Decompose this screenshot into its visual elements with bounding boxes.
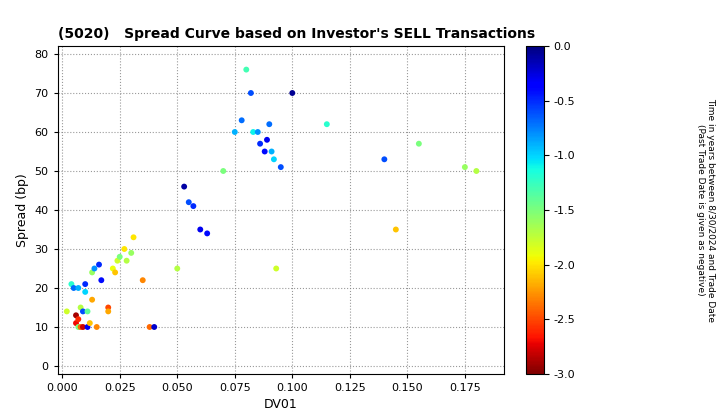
Point (202, 230, 213, 237)
Point (245, 89, 256, 96)
Point (236, 117, 248, 123)
Point (73, 285, 84, 291)
Point (287, 89, 298, 96)
Point (102, 308, 114, 315)
Point (77, 324, 89, 331)
Point (252, 129, 264, 135)
Point (275, 164, 287, 171)
Point (259, 148, 271, 155)
Point (119, 246, 130, 252)
Point (127, 234, 139, 241)
Point (254, 140, 266, 147)
Point (266, 148, 277, 155)
Point (137, 277, 148, 284)
Point (321, 121, 333, 128)
Point (217, 168, 229, 174)
Point (109, 269, 121, 276)
Point (89, 265, 100, 272)
Point (248, 129, 259, 135)
Point (96, 277, 107, 284)
Y-axis label: Spread (bp): Spread (bp) (16, 173, 29, 247)
Point (471, 168, 482, 174)
Point (91, 324, 102, 331)
Point (229, 129, 240, 135)
Point (240, 66, 252, 73)
Point (459, 164, 471, 171)
Text: Time in years between 8/30/2024 and Trade Date
(Past Trade Date is given as nega: Time in years between 8/30/2024 and Trad… (696, 98, 715, 322)
Point (86, 269, 98, 276)
Point (73, 324, 84, 331)
Point (66, 281, 77, 287)
X-axis label: DV01: DV01 (264, 399, 297, 411)
Point (82, 308, 94, 315)
Point (79, 289, 91, 295)
Point (102, 304, 114, 311)
Point (107, 265, 119, 272)
Point (183, 199, 194, 205)
Text: (5020)   Spread Curve based on Investor's SELL Transactions: (5020) Spread Curve based on Investor's … (58, 27, 535, 41)
Point (413, 140, 425, 147)
Point (264, 121, 275, 128)
Point (68, 285, 79, 291)
Point (125, 249, 137, 256)
Point (75, 304, 86, 311)
Point (112, 257, 123, 264)
Point (179, 183, 190, 190)
Point (148, 324, 160, 331)
Point (390, 226, 402, 233)
Point (82, 324, 94, 331)
Point (79, 281, 91, 287)
Point (271, 265, 282, 272)
Point (121, 257, 132, 264)
Point (86, 297, 98, 303)
Point (144, 324, 156, 331)
Point (261, 136, 273, 143)
Point (77, 308, 89, 315)
Point (73, 316, 84, 323)
Point (194, 226, 206, 233)
Point (171, 265, 183, 272)
Point (71, 320, 82, 326)
Point (84, 320, 96, 326)
Point (188, 203, 199, 210)
Point (71, 312, 82, 319)
Point (379, 156, 390, 163)
Point (114, 253, 125, 260)
Point (94, 261, 105, 268)
Point (268, 156, 279, 163)
Point (61, 308, 73, 315)
Point (75, 324, 86, 331)
